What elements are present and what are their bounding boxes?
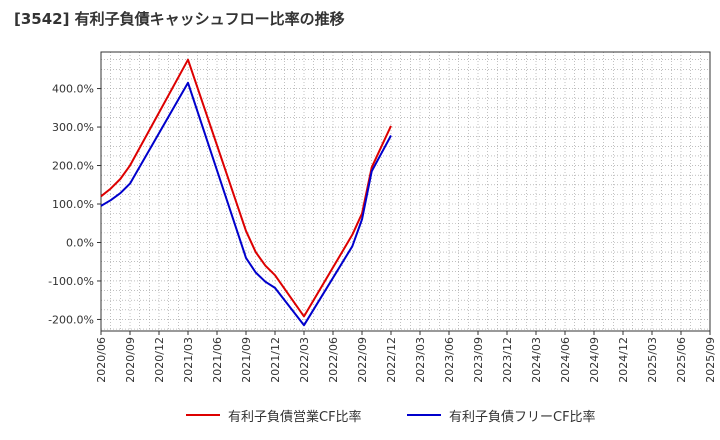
x-tick-label: 2024/09 — [588, 337, 601, 383]
x-tick-label: 2023/12 — [501, 337, 514, 383]
x-tick-label: 2022/03 — [298, 337, 311, 383]
y-tick-label: 0.0% — [66, 236, 94, 249]
legend-label: 有利子負債フリーCF比率 — [449, 409, 596, 425]
x-tick-label: 2020/06 — [95, 337, 108, 383]
y-tick-label: 300.0% — [52, 121, 94, 134]
x-tick-label: 2024/03 — [530, 337, 543, 383]
legend: 有利子負債営業CF比率 有利子負債フリーCF比率 — [0, 404, 720, 426]
legend-label: 有利子負債営業CF比率 — [228, 409, 362, 425]
x-tick-label: 2023/06 — [443, 337, 456, 383]
x-tick-label: 2025/03 — [646, 337, 659, 383]
x-tick-label: 2022/12 — [385, 337, 398, 383]
x-tick-label: 2021/06 — [211, 337, 224, 383]
x-tick-label: 2022/09 — [356, 337, 369, 383]
x-tick-label: 2024/06 — [559, 337, 572, 383]
x-tick-label: 2022/06 — [327, 337, 340, 383]
series-line-1 — [100, 58, 392, 318]
y-tick-label: -100.0% — [48, 275, 94, 288]
x-tick-label: 2020/12 — [153, 337, 166, 383]
legend-swatch — [407, 414, 441, 416]
x-tick-label: 2025/06 — [675, 337, 688, 383]
series-line-2 — [100, 81, 392, 327]
plot-area — [101, 52, 710, 331]
legend-item-1: 有利子負債営業CF比率 — [186, 404, 362, 426]
x-tick-label: 2025/09 — [704, 337, 717, 383]
x-tick-label: 2023/03 — [414, 337, 427, 383]
y-tick-label: 100.0% — [52, 198, 94, 211]
x-tick-label: 2023/09 — [472, 337, 485, 383]
x-tick-label: 2021/03 — [182, 337, 195, 383]
y-tick-label: 200.0% — [52, 160, 94, 173]
x-tick-label: 2021/12 — [269, 337, 282, 383]
plot-frame — [100, 51, 711, 332]
legend-swatch — [186, 414, 220, 416]
x-tick-label: 2020/09 — [124, 337, 137, 383]
x-tick-label: 2021/09 — [240, 337, 253, 383]
x-tick-label: 2024/12 — [617, 337, 630, 383]
chart-title: [3542] 有利子負債キャッシュフロー比率の推移 — [14, 10, 345, 28]
y-tick-label: -200.0% — [48, 313, 94, 326]
y-tick-label: 400.0% — [52, 83, 94, 96]
legend-item-2: 有利子負債フリーCF比率 — [407, 404, 596, 426]
